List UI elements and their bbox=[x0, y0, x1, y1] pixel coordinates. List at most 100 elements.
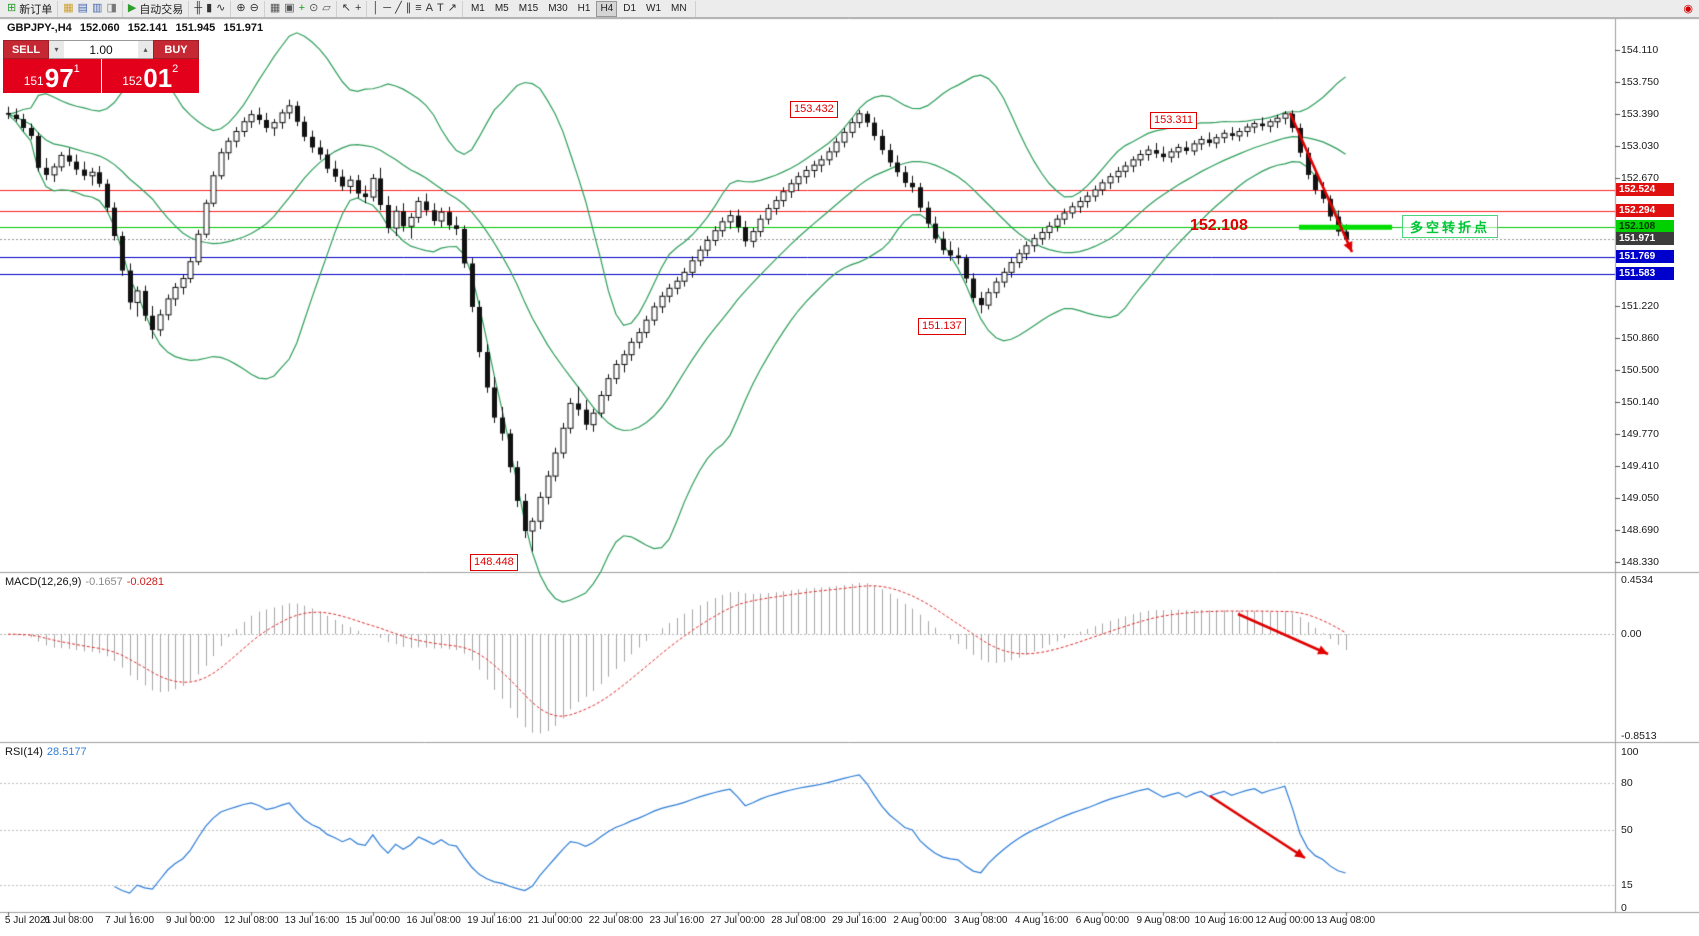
crosshair-icon: + bbox=[354, 2, 362, 14]
data-window-icon[interactable]: ▥ bbox=[91, 1, 103, 16]
chart-high-value: 152.141 bbox=[127, 22, 168, 34]
chart-open-value: 152.060 bbox=[79, 22, 120, 34]
toolbar-group: ▦ ▣ + ⊙ ▱ bbox=[265, 0, 337, 17]
timeframe-button-m30[interactable]: M30 bbox=[548, 2, 568, 14]
arrows-icon[interactable]: ↗ bbox=[447, 1, 458, 16]
timeframe-button-mn[interactable]: MN bbox=[671, 2, 687, 14]
navigator-icon[interactable]: ◨ bbox=[105, 1, 117, 16]
timeframe-button-h1[interactable]: H1 bbox=[577, 2, 591, 14]
trendline-icon[interactable]: ╱ bbox=[394, 1, 403, 16]
bar-chart-icon[interactable]: ╫ bbox=[193, 1, 203, 16]
new-order-button[interactable]: ⊞ 新订单 bbox=[6, 1, 53, 16]
label-icon[interactable]: T bbox=[436, 1, 445, 16]
volume-input[interactable] bbox=[64, 41, 138, 58]
vertical-line-icon: │ bbox=[372, 2, 380, 14]
tile-windows-icon: ▦ bbox=[269, 2, 281, 14]
tile-windows-icon[interactable]: ▦ bbox=[269, 1, 281, 16]
chart-low-value: 151.945 bbox=[175, 22, 216, 34]
cascade-windows-icon[interactable]: ▣ bbox=[283, 1, 295, 16]
macd-main-value: -0.1657 bbox=[85, 576, 123, 588]
rsi-value: 28.5177 bbox=[46, 746, 87, 758]
templates-icon: ▱ bbox=[322, 2, 331, 14]
line-chart-icon[interactable]: ∿ bbox=[215, 1, 226, 16]
buy-price-display[interactable]: 152 01 2 bbox=[101, 59, 199, 93]
period-clock-icon[interactable]: ⊙ bbox=[308, 1, 319, 16]
timeframe-button-m1[interactable]: M1 bbox=[470, 2, 485, 14]
toolbar-group: ╫ ▮ ∿ bbox=[189, 0, 232, 17]
navigator-icon: ◨ bbox=[106, 2, 117, 14]
timeframe-button-m15[interactable]: M15 bbox=[518, 2, 539, 14]
volume-increase-button[interactable]: ▴ bbox=[138, 41, 153, 58]
volume-stepper: ▾ ▴ bbox=[49, 40, 153, 59]
auto-trading-button-label: 自动交易 bbox=[139, 3, 184, 16]
charts-grid-icon[interactable]: ▦ bbox=[62, 1, 74, 16]
candlestick-chart-icon: ▮ bbox=[206, 2, 213, 14]
templates-icon[interactable]: ▱ bbox=[321, 1, 331, 16]
sell-price-big: 97 bbox=[44, 63, 74, 93]
toolbar-right: ◉ bbox=[1683, 2, 1697, 15]
vertical-line-icon[interactable]: │ bbox=[371, 1, 380, 16]
trade-panel-controls: SELL ▾ ▴ BUY bbox=[3, 40, 199, 59]
chevron-up-icon: ▴ bbox=[143, 45, 148, 54]
autotrading-play-icon: ▶ bbox=[127, 2, 137, 14]
buy-price-sup: 2 bbox=[172, 63, 179, 75]
buy-price-big: 01 bbox=[143, 63, 173, 93]
auto-trading-button[interactable]: ▶ 自动交易 bbox=[127, 1, 184, 16]
cursor-icon: ↖ bbox=[341, 2, 351, 14]
new-order-button-label: 新订单 bbox=[19, 3, 53, 16]
toolbar: ⊞ 新订单 ▦ ▤ ▥ ◨ ▶ 自动交易 ╫ ▮ ∿ ⊕ ⊖ ▦ ▣ + ⊙ ▱ ↖ + │ ─ ╱ ∥ ≡ A T ↗ M1 M5 M15… bbox=[0, 0, 1699, 18]
macd-name: MACD(12,26,9) bbox=[5, 576, 82, 588]
zoom-in-icon: ⊕ bbox=[236, 2, 246, 14]
timeframe-button-h4[interactable]: H4 bbox=[596, 0, 618, 17]
sell-button[interactable]: SELL bbox=[3, 40, 49, 59]
horizontal-line-icon: ─ bbox=[383, 2, 392, 14]
text-icon[interactable]: A bbox=[425, 1, 434, 16]
text-icon: A bbox=[425, 2, 433, 14]
fibonacci-icon: ≡ bbox=[415, 2, 422, 14]
sell-price-prefix: 151 bbox=[23, 74, 44, 88]
market-watch-icon[interactable]: ▤ bbox=[77, 1, 89, 16]
cursor-icon[interactable]: ↖ bbox=[341, 1, 352, 16]
label-icon: T bbox=[436, 2, 444, 14]
macd-signal-value: -0.0281 bbox=[126, 576, 165, 588]
indicators-add-icon[interactable]: + bbox=[298, 1, 306, 16]
charts-grid-icon: ▦ bbox=[63, 2, 74, 14]
fibonacci-icon[interactable]: ≡ bbox=[414, 1, 422, 16]
rsi-indicator-label: RSI(14) 28.5177 bbox=[5, 746, 87, 758]
alert-red-icon[interactable]: ◉ bbox=[1683, 3, 1693, 15]
volume-decrease-button[interactable]: ▾ bbox=[49, 41, 64, 58]
toolbar-group: ⊞ 新订单 bbox=[2, 0, 59, 17]
chart-ohlc-info: GBPJPY-,H4 152.060 152.141 151.945 151.9… bbox=[7, 22, 268, 34]
timeframe-button-m5[interactable]: M5 bbox=[494, 2, 509, 14]
zoom-out-icon: ⊖ bbox=[249, 2, 259, 14]
timeframe-button-d1[interactable]: D1 bbox=[623, 2, 637, 14]
timeframe-button-w1[interactable]: W1 bbox=[646, 2, 662, 14]
crosshair-icon[interactable]: + bbox=[354, 1, 362, 16]
cascade-windows-icon: ▣ bbox=[284, 2, 295, 14]
macd-indicator-label: MACD(12,26,9) -0.1657 -0.0281 bbox=[5, 576, 164, 588]
toolbar-group: ⊕ ⊖ bbox=[231, 0, 265, 17]
buy-button[interactable]: BUY bbox=[153, 40, 199, 59]
rsi-name: RSI(14) bbox=[5, 746, 43, 758]
one-click-trade-panel: SELL ▾ ▴ BUY 151 97 1 152 01 2 bbox=[3, 40, 199, 93]
new-order-icon: ⊞ bbox=[7, 2, 17, 14]
bar-chart-icon: ╫ bbox=[194, 2, 203, 14]
zoom-in-icon[interactable]: ⊕ bbox=[235, 1, 246, 16]
toolbar-group: │ ─ ╱ ∥ ≡ A T ↗ bbox=[367, 0, 463, 17]
channel-icon[interactable]: ∥ bbox=[405, 1, 413, 16]
chart-close-value: 151.971 bbox=[223, 22, 264, 34]
candlestick-chart-icon[interactable]: ▮ bbox=[205, 1, 213, 16]
horizontal-line-icon[interactable]: ─ bbox=[382, 1, 392, 16]
zoom-out-icon[interactable]: ⊖ bbox=[249, 1, 260, 16]
chevron-down-icon: ▾ bbox=[54, 45, 59, 54]
toolbar-group: ↖ + bbox=[337, 0, 368, 17]
channel-icon: ∥ bbox=[405, 2, 412, 14]
chart-symbol-period: GBPJPY-,H4 bbox=[7, 22, 72, 34]
period-clock-icon: ⊙ bbox=[309, 2, 319, 14]
trendline-icon: ╱ bbox=[395, 2, 402, 14]
buy-price-prefix: 152 bbox=[122, 74, 143, 88]
arrows-icon: ↗ bbox=[447, 2, 457, 14]
sell-price-display[interactable]: 151 97 1 bbox=[3, 59, 101, 93]
